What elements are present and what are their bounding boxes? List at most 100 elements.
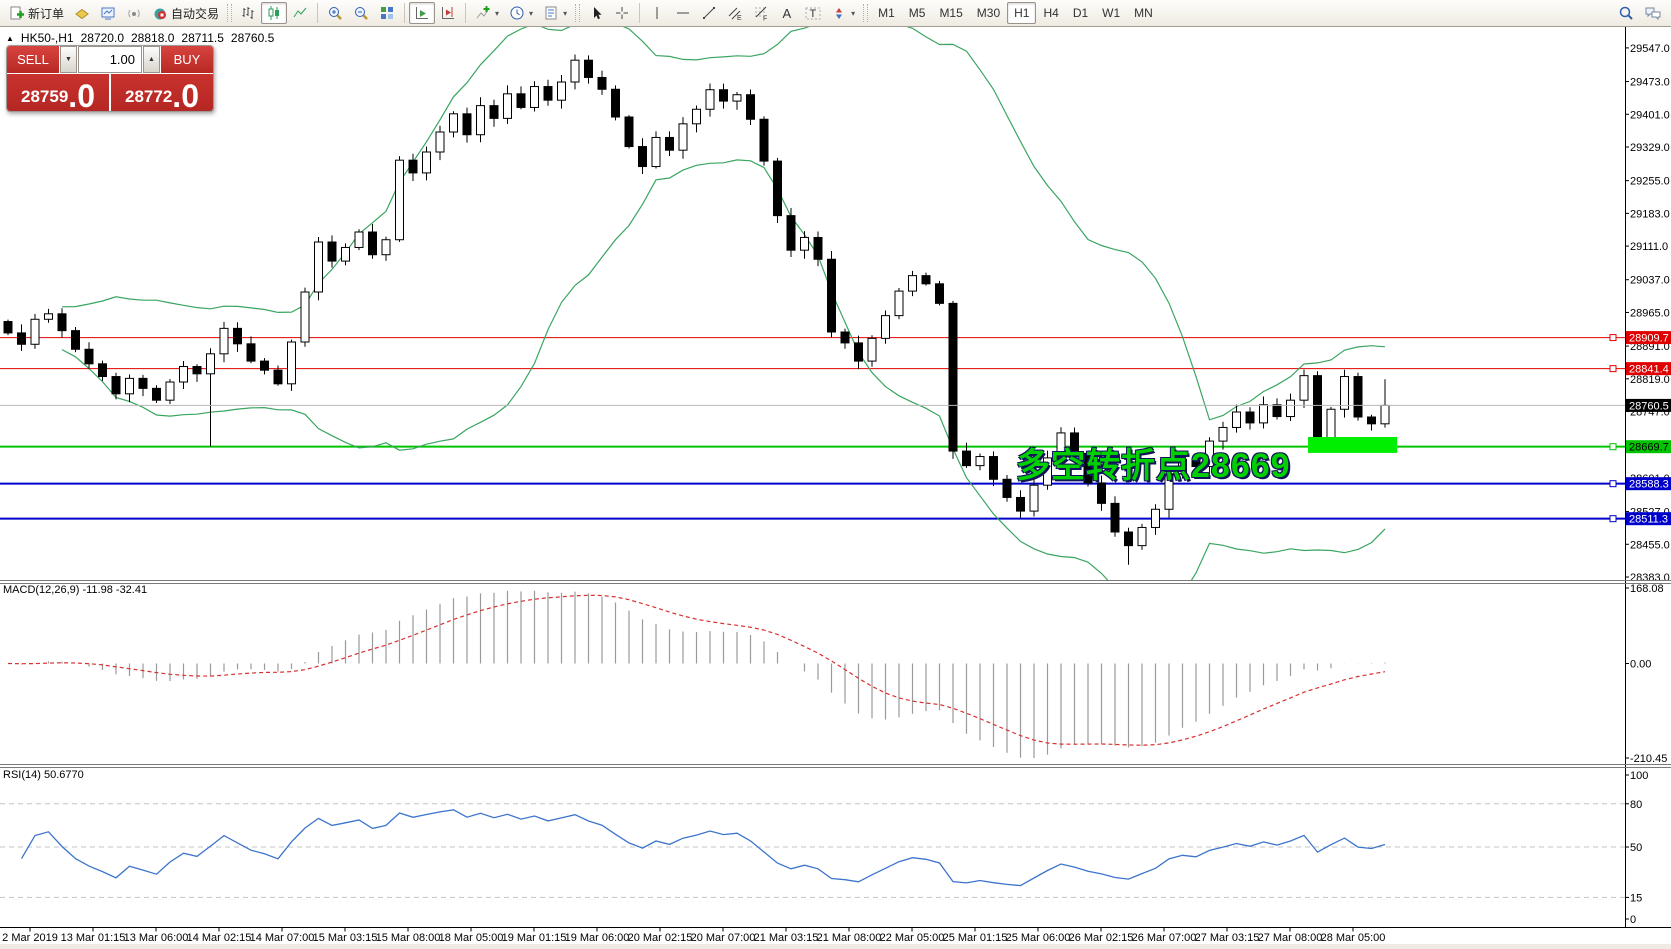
macd-indicator-label: MACD(12,26,9) -11.98 -32.41 — [3, 584, 148, 596]
horizontal-line-icon — [675, 5, 691, 21]
svg-text:26 Mar 02:15: 26 Mar 02:15 — [1069, 932, 1134, 944]
svg-text:25 Mar 06:00: 25 Mar 06:00 — [1006, 932, 1071, 944]
periods-button[interactable]: ▾ — [504, 2, 538, 24]
autotrade-button[interactable]: 自动交易 — [147, 2, 224, 24]
svg-text:28 Mar 05:00: 28 Mar 05:00 — [1321, 932, 1386, 944]
volume-decrease-button[interactable]: ▼ — [60, 46, 77, 73]
new-order-button[interactable]: 新订单 — [4, 2, 69, 24]
toolbar-separator — [465, 3, 467, 23]
zoom-in-button[interactable] — [322, 2, 348, 24]
timeframe-m5-button[interactable]: M5 — [908, 6, 926, 20]
text-button[interactable]: A — [774, 2, 800, 24]
cursor-button[interactable] — [583, 2, 609, 24]
svg-text:14 Mar 02:15: 14 Mar 02:15 — [187, 932, 252, 944]
deposit-button[interactable] — [69, 2, 95, 24]
volume-increase-button[interactable]: ▲ — [143, 46, 160, 73]
web-terminal-button[interactable] — [95, 2, 121, 24]
fibonacci-button[interactable]: F — [748, 2, 774, 24]
sell-price[interactable]: 28759.0 — [7, 74, 109, 111]
buy-label: BUY — [173, 52, 201, 67]
search-icon — [1618, 5, 1634, 21]
line-chart-icon — [292, 5, 308, 21]
indicators-button[interactable]: ▾ — [470, 2, 504, 24]
bar-chart-icon — [240, 5, 256, 21]
bar-chart-button[interactable] — [235, 2, 261, 24]
svg-text:28909.7: 28909.7 — [1629, 333, 1669, 345]
sell-button[interactable]: SELL — [7, 46, 59, 73]
text-label-button[interactable]: T — [800, 2, 826, 24]
signals-button[interactable] — [121, 2, 147, 24]
svg-text:28841.4: 28841.4 — [1629, 364, 1669, 376]
templates-button[interactable]: ▾ — [538, 2, 572, 24]
macd-panel: 168.08 0.00 -210.45 — [7, 583, 1667, 765]
toolbar-separator — [404, 3, 406, 23]
svg-text:F: F — [763, 16, 767, 22]
pivot-annotation-text: 多空转折点28669 — [1016, 447, 1291, 485]
auto-scroll-button[interactable] — [409, 2, 436, 24]
svg-text:A: A — [783, 6, 792, 21]
vertical-line-button[interactable] — [644, 2, 670, 24]
search-button[interactable] — [1613, 2, 1639, 24]
one-click-trading-panel: SELL ▼ ▲ BUY 28759.0 28772.0 — [6, 45, 214, 112]
svg-text:28511.3: 28511.3 — [1629, 514, 1668, 526]
svg-text:20 Mar 02:15: 20 Mar 02:15 — [628, 932, 693, 944]
web-terminal-icon — [100, 5, 116, 21]
timeframe-m1-button[interactable]: M1 — [878, 6, 895, 20]
tile-windows-button[interactable] — [374, 2, 400, 24]
equidistant-channel-icon: E — [727, 5, 743, 21]
window-bottom-edge — [0, 944, 1671, 949]
zoom-out-icon — [353, 5, 369, 21]
timeframe-w1-button[interactable]: W1 — [1102, 6, 1121, 20]
timeframe-h1-button[interactable]: H1 — [1007, 2, 1037, 24]
chart-shift-button[interactable] — [435, 2, 461, 24]
timeframe-mn-button[interactable]: MN — [1134, 6, 1153, 20]
vertical-line-icon — [649, 5, 665, 21]
svg-text:14 Mar 07:00: 14 Mar 07:00 — [250, 932, 315, 944]
timeframe-d1-button[interactable]: D1 — [1072, 6, 1089, 20]
trendline-button[interactable] — [696, 2, 722, 24]
zoom-out-button[interactable] — [348, 2, 374, 24]
buy-price-int: 28772 — [125, 87, 173, 106]
timeframe-m30-button[interactable]: M30 — [976, 6, 1001, 20]
svg-text:27 Mar 03:15: 27 Mar 03:15 — [1195, 932, 1260, 944]
svg-text:19 Mar 01:15: 19 Mar 01:15 — [502, 932, 567, 944]
svg-text:80: 80 — [1630, 799, 1642, 811]
svg-text:29547.0: 29547.0 — [1630, 43, 1670, 55]
chart-header: ▲ HK50-,H1 28720.0 28818.0 28711.5 28760… — [6, 31, 274, 45]
svg-text:T: T — [810, 8, 817, 20]
buy-price[interactable]: 28772.0 — [111, 74, 213, 111]
arrows-icon — [831, 5, 847, 21]
svg-text:28455.0: 28455.0 — [1630, 539, 1670, 551]
arrows-button[interactable]: ▾ — [826, 2, 860, 24]
buy-button[interactable]: BUY — [161, 46, 213, 73]
crosshair-button[interactable] — [609, 2, 635, 24]
svg-text:29473.0: 29473.0 — [1630, 77, 1670, 89]
sell-price-frac: .0 — [68, 77, 95, 112]
candlestick-chart-icon — [266, 5, 282, 21]
svg-text:13 Mar 01:15: 13 Mar 01:15 — [61, 932, 126, 944]
timeframe-m15-button[interactable]: M15 — [939, 6, 963, 20]
svg-text:21 Mar 03:15: 21 Mar 03:15 — [754, 932, 819, 944]
symbol-collapse-icon[interactable]: ▲ — [6, 33, 14, 43]
svg-text:29255.0: 29255.0 — [1630, 176, 1670, 188]
bar-low-value: 28711.5 — [181, 31, 224, 45]
svg-text:15 Mar 03:15: 15 Mar 03:15 — [313, 932, 378, 944]
toolbar-separator — [639, 3, 641, 23]
volume-input[interactable] — [78, 46, 142, 73]
bar-open-value: 28720.0 — [80, 31, 124, 45]
equidistant-channel-button[interactable]: E — [722, 2, 748, 24]
svg-text:28760.5: 28760.5 — [1629, 400, 1669, 412]
svg-text:22 Mar 05:00: 22 Mar 05:00 — [880, 932, 945, 944]
text-label-icon: T — [805, 5, 821, 21]
candlestick-chart-button[interactable] — [261, 2, 288, 24]
svg-text:21 Mar 08:00: 21 Mar 08:00 — [817, 932, 882, 944]
chat-button[interactable] — [1639, 2, 1667, 24]
fibonacci-icon: F — [753, 5, 769, 21]
horizontal-line-button[interactable] — [670, 2, 696, 24]
timeframe-h4-button[interactable]: H4 — [1043, 6, 1059, 20]
svg-text:26 Mar 07:00: 26 Mar 07:00 — [1132, 932, 1197, 944]
line-chart-button[interactable] — [287, 2, 313, 24]
